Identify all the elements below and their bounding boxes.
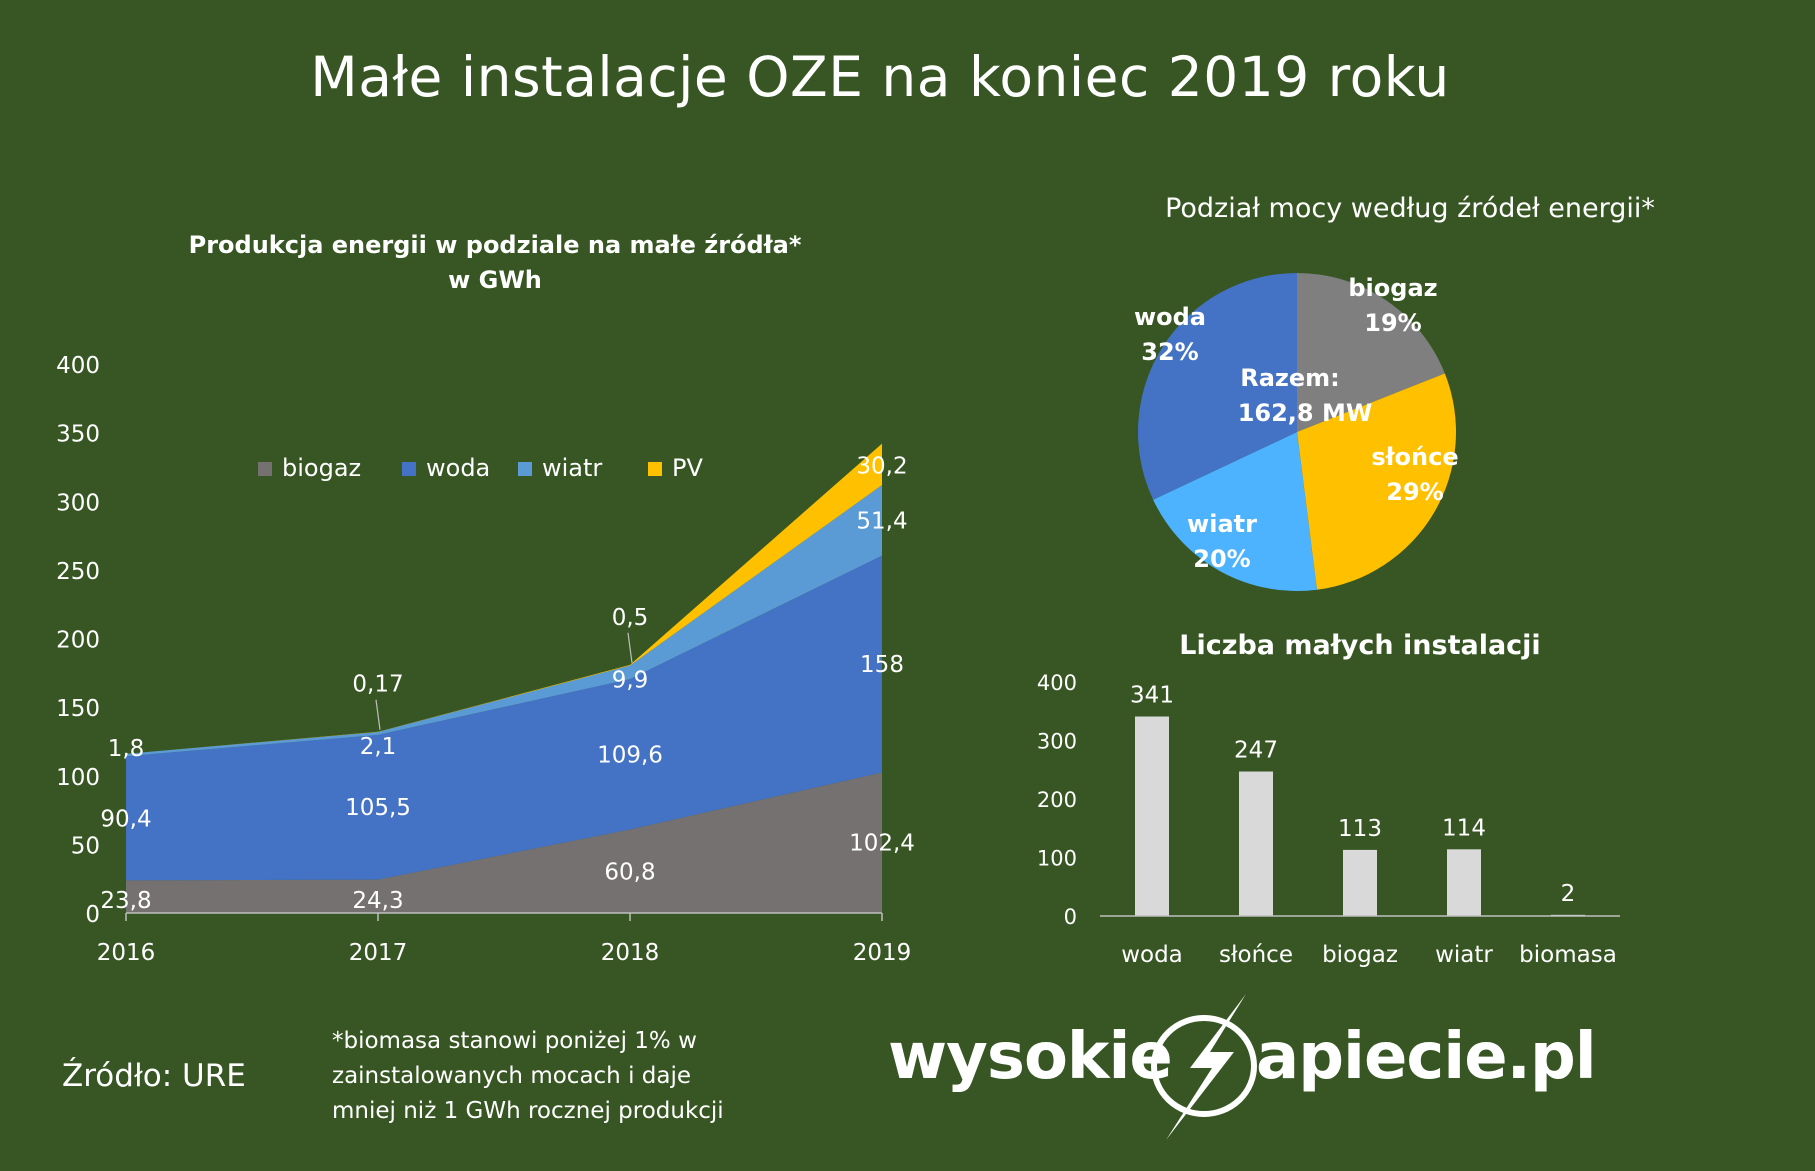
pie-slice-wiatr [1153, 432, 1317, 591]
bar-chart-title: Liczba małych instalacji [1179, 630, 1541, 661]
data-label-wiatr: 1,8 [108, 736, 145, 762]
x-tick-label: 2019 [853, 940, 912, 966]
y-tick-label: 400 [56, 353, 100, 379]
data-label-wiatr: 2,1 [360, 734, 397, 760]
pie-slice-woda [1138, 273, 1297, 500]
area-chart-title-line2: w GWh [448, 266, 542, 294]
pie-center-label-line2: 162,8 MW [1238, 399, 1373, 427]
pie-slice-słońce [1297, 373, 1457, 590]
bar [1447, 849, 1481, 916]
legend-label-wiatr: wiatr [542, 454, 602, 482]
bar [1343, 849, 1377, 916]
bar-y-tick-label: 400 [1037, 671, 1077, 695]
pie-slice-biogaz [1297, 273, 1445, 432]
pie-label-percent: 19% [1364, 309, 1421, 337]
data-label-woda: 105,5 [345, 795, 411, 821]
data-label-biogaz: 24,3 [352, 888, 403, 914]
area-series-wiatr [126, 485, 882, 757]
pie-label-percent: 29% [1386, 478, 1443, 506]
bar-value-label: 2 [1561, 881, 1576, 907]
bar-category-label: woda [1121, 942, 1183, 968]
bar-category-label: biomasa [1519, 942, 1617, 968]
bar-category-label: biogaz [1322, 942, 1398, 968]
bar-y-tick-label: 0 [1064, 905, 1077, 929]
data-label-PV: 30,2 [856, 454, 907, 480]
bar-value-label: 114 [1442, 815, 1486, 841]
bar-category-label: słońce [1219, 942, 1293, 968]
pie-label-name: wiatr [1187, 510, 1257, 538]
data-label-wiatr: 9,9 [612, 668, 649, 694]
footnote: *biomasa stanowi poniżej 1% w zainstalow… [332, 1024, 762, 1129]
legend-swatch-woda [402, 462, 416, 476]
pie-center-label-line1: Razem: [1240, 364, 1340, 392]
footnote-line: zainstalowanych mocach i daje [332, 1063, 692, 1089]
bar [1239, 771, 1273, 916]
data-label-biogaz: 60,8 [604, 859, 655, 885]
data-label-biogaz: 23,8 [100, 888, 151, 914]
y-tick-label: 150 [56, 696, 100, 722]
footnote-line: *biomasa stanowi poniżej 1% w [332, 1028, 697, 1054]
logo: wysokie apiecie.pl [888, 994, 1597, 1140]
y-tick-label: 50 [71, 833, 100, 859]
area-chart-title: Produkcja energii w podziale na małe źró… [160, 228, 830, 298]
pie-label-name: biogaz [1348, 274, 1437, 302]
x-tick-label: 2016 [97, 940, 156, 966]
data-label-PV: 0,5 [612, 605, 649, 631]
legend-swatch-PV [648, 462, 662, 476]
data-label-wiatr: 51,4 [856, 508, 907, 534]
footnote-line: mniej niż 1 GWh rocznej produkcji [332, 1098, 724, 1124]
pie-label-percent: 32% [1141, 338, 1198, 366]
legend-swatch-wiatr [518, 462, 532, 476]
bar-value-label: 113 [1338, 816, 1382, 842]
bar [1135, 716, 1169, 916]
legend-label-woda: woda [426, 454, 490, 482]
legend-swatch-biogaz [258, 462, 272, 476]
y-tick-label: 0 [85, 902, 100, 928]
area-series-woda [126, 555, 882, 881]
pie-label-percent: 20% [1193, 545, 1250, 573]
leader-line [375, 699, 381, 730]
legend-label-biogaz: biogaz [282, 454, 361, 482]
lightning-n-icon [1151, 994, 1257, 1140]
y-tick-label: 350 [56, 422, 100, 448]
source-label: Źródło: URE [62, 1058, 246, 1094]
y-tick-label: 200 [56, 628, 100, 654]
logo-text-part1: wysokie [888, 1020, 1173, 1094]
pie-chart-title: Podział mocy według źródeł energii* [1165, 193, 1655, 224]
data-label-woda: 158 [860, 652, 904, 678]
data-label-biogaz: 102,4 [849, 831, 915, 857]
bar-y-tick-label: 200 [1037, 788, 1077, 812]
legend-label-PV: PV [672, 454, 703, 482]
bar-y-tick-label: 100 [1037, 847, 1077, 871]
y-tick-label: 100 [56, 765, 100, 791]
y-tick-label: 300 [56, 490, 100, 516]
bar-category-label: wiatr [1435, 942, 1493, 968]
x-tick-label: 2017 [349, 940, 408, 966]
logo-text-part2: apiecie.pl [1256, 1020, 1597, 1094]
bar-y-tick-label: 300 [1037, 730, 1077, 754]
y-tick-label: 250 [56, 559, 100, 585]
bar-value-label: 247 [1234, 738, 1278, 764]
leader-line [627, 632, 633, 663]
x-tick-label: 2018 [601, 940, 660, 966]
bar-value-label: 341 [1130, 683, 1174, 709]
pie-label-name: słońce [1371, 443, 1458, 471]
area-series-biogaz [126, 772, 882, 913]
area-chart-title-line1: Produkcja energii w podziale na małe źró… [188, 231, 802, 259]
pie-label-name: woda [1134, 303, 1206, 331]
data-label-woda: 109,6 [597, 742, 663, 768]
page-title: Małe instalacje OZE na koniec 2019 roku [310, 45, 1450, 109]
data-label-woda: 90,4 [100, 806, 151, 832]
data-label-PV: 0,17 [352, 672, 403, 698]
